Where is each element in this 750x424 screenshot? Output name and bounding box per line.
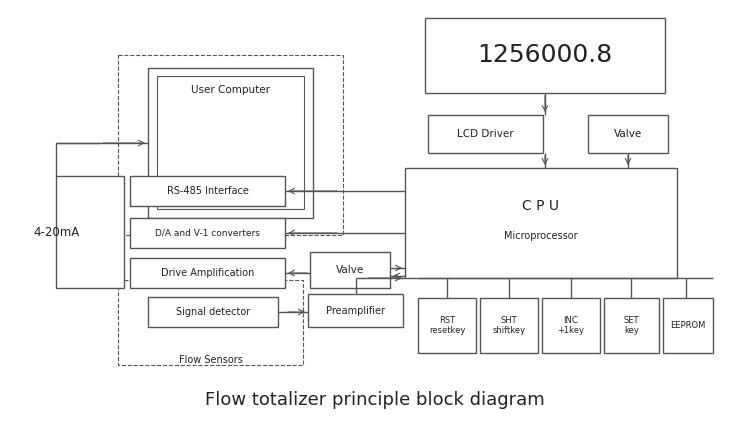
Bar [425, 18, 665, 93]
Text: LCD Driver: LCD Driver [458, 129, 514, 139]
Bar [118, 55, 343, 235]
Bar [542, 298, 600, 353]
Bar [588, 115, 668, 153]
Text: Drive Amplification: Drive Amplification [160, 268, 254, 278]
Text: Valve: Valve [336, 265, 364, 275]
Bar [310, 252, 390, 288]
Bar [604, 298, 659, 353]
Bar [308, 294, 403, 327]
Bar [148, 68, 313, 218]
Bar [428, 115, 543, 153]
Text: RS-485 Interface: RS-485 Interface [166, 186, 248, 196]
Bar [130, 258, 285, 288]
Text: Signal detector: Signal detector [176, 307, 250, 317]
Text: SHT
shiftkey: SHT shiftkey [493, 316, 526, 335]
Text: D/A and V-1 converters: D/A and V-1 converters [155, 229, 260, 237]
Bar [130, 176, 285, 206]
Text: User Computer: User Computer [191, 85, 270, 95]
Text: C P U: C P U [523, 200, 560, 214]
Bar [418, 298, 476, 353]
Text: Preamplifier: Preamplifier [326, 306, 385, 315]
Text: Flow Sensors: Flow Sensors [179, 355, 243, 365]
Text: RST
resetkey: RST resetkey [429, 316, 465, 335]
Text: SET
key: SET key [624, 316, 639, 335]
Bar [130, 218, 285, 248]
Bar [157, 76, 304, 209]
Text: EEPROM: EEPROM [670, 321, 706, 330]
Text: Microprocessor: Microprocessor [504, 231, 578, 241]
Bar [480, 298, 538, 353]
Bar [663, 298, 713, 353]
Bar [405, 168, 677, 278]
Text: INC
+1key: INC +1key [557, 316, 584, 335]
Bar [56, 176, 124, 288]
Bar [148, 297, 278, 327]
Text: 1256000.8: 1256000.8 [477, 44, 613, 67]
Text: 4-20mA: 4-20mA [33, 226, 80, 238]
Bar [118, 280, 303, 365]
Text: Valve: Valve [614, 129, 642, 139]
Text: Flow totalizer principle block diagram: Flow totalizer principle block diagram [205, 391, 544, 409]
